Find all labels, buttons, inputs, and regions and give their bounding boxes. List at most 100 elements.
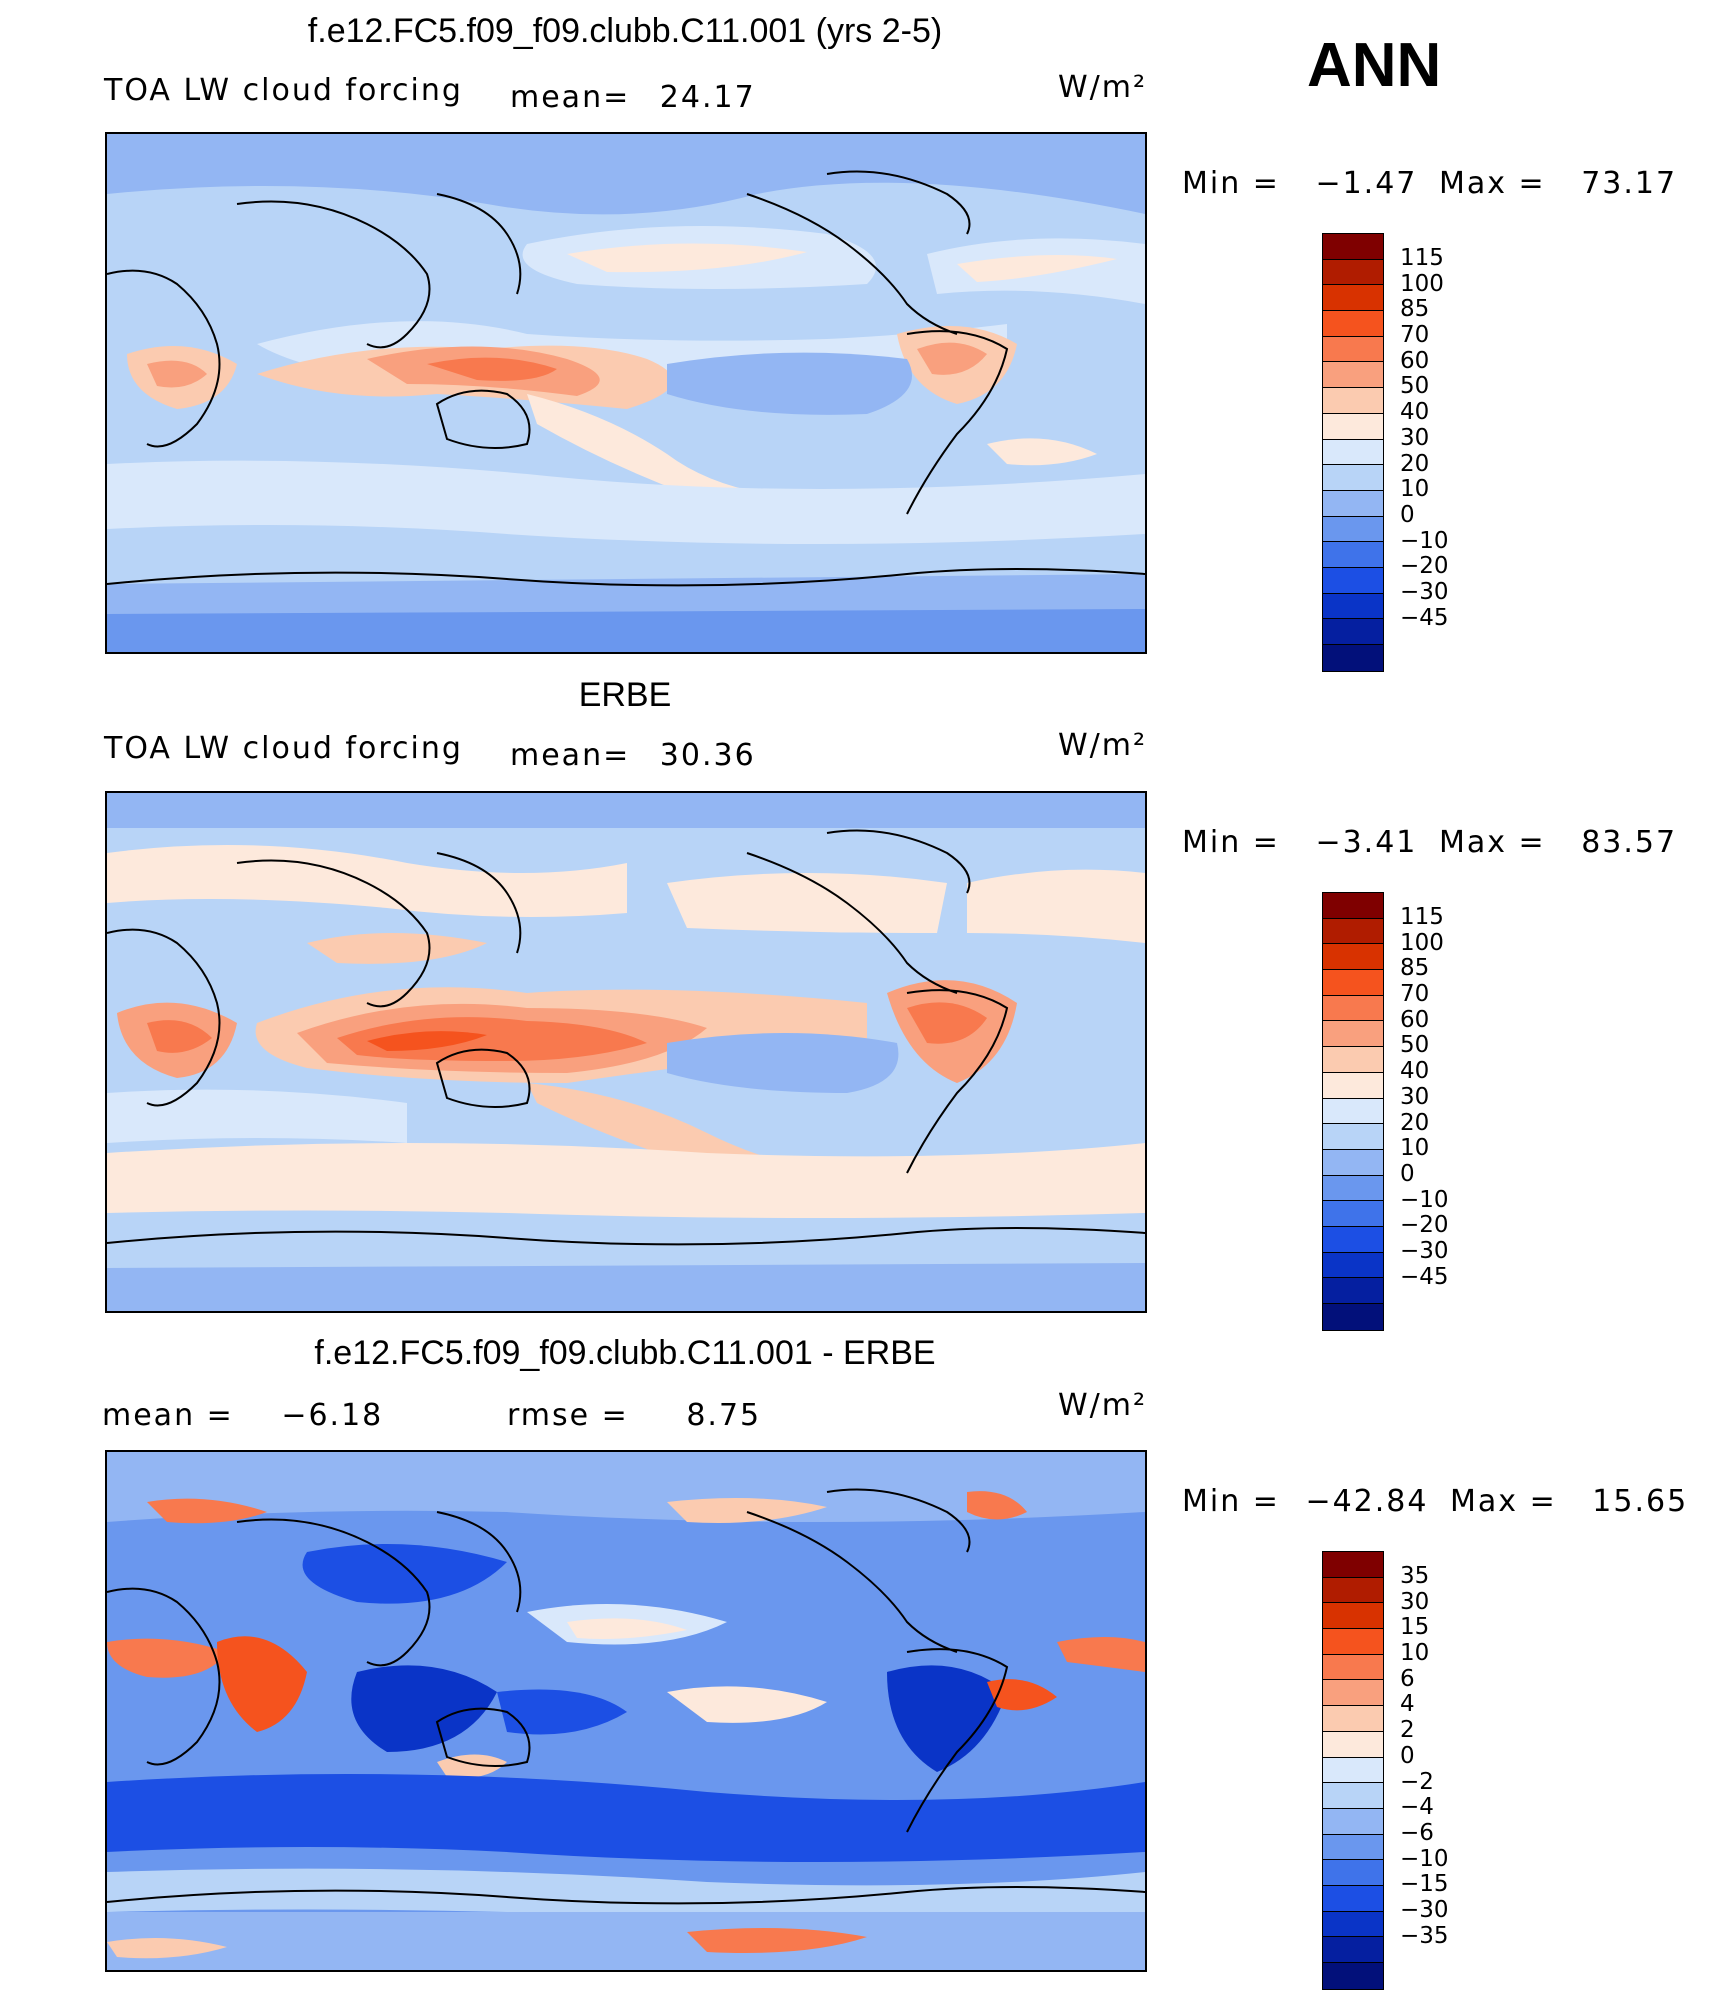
panel-3-map (105, 1450, 1147, 1972)
panel-3-mean-label: mean = (102, 1398, 234, 1433)
colorbar-segment (1323, 516, 1383, 543)
colorbar-tick-label: −35 (1400, 1922, 1449, 1949)
colorbar-segment (1323, 1731, 1383, 1758)
colorbar-tick-label: 10 (1400, 1135, 1430, 1162)
colorbar-segment (1323, 311, 1383, 337)
colorbar-tick-label: 0 (1400, 1742, 1415, 1769)
panel-1-mean-label: mean= (510, 80, 631, 115)
panel-1-map-field (107, 134, 1145, 652)
colorbar-segment (1323, 1860, 1383, 1886)
colorbar-segment (1323, 234, 1383, 260)
colorbar-segment (1323, 1201, 1383, 1227)
colorbar-tick-label: 100 (1400, 929, 1444, 956)
colorbar-tick-label: 10 (1400, 476, 1430, 503)
colorbar-segment (1323, 1047, 1383, 1073)
colorbar-segment (1323, 970, 1383, 996)
panel-1-colorbar (1322, 233, 1384, 672)
colorbar-tick-label: 40 (1400, 1058, 1430, 1085)
colorbar-segment (1323, 465, 1383, 491)
colorbar-segment (1323, 918, 1383, 945)
panel-2-min-value: −3.41 (1315, 825, 1418, 860)
panel-2-max-label: Max = (1438, 825, 1546, 860)
colorbar-segment (1323, 1757, 1383, 1784)
colorbar-tick-label: 70 (1400, 322, 1430, 349)
colorbar-segment (1323, 413, 1383, 440)
colorbar-tick-label: 30 (1400, 1588, 1430, 1615)
panel-1-max-label: Max = (1438, 166, 1546, 201)
colorbar-tick-label: −6 (1400, 1819, 1434, 1846)
panel-2-map (105, 791, 1147, 1313)
colorbar-segment (1323, 567, 1383, 594)
colorbar-segment (1323, 1149, 1383, 1176)
colorbar-tick-label: −10 (1400, 1845, 1449, 1872)
colorbar-tick-label: −10 (1400, 1186, 1449, 1213)
panel-2-map-field (107, 793, 1145, 1311)
colorbar-tick-label: −45 (1400, 604, 1449, 631)
colorbar-segment (1323, 285, 1383, 312)
colorbar-tick-label: 115 (1400, 904, 1444, 930)
panel-3-max-label: Max = (1450, 1484, 1557, 1519)
colorbar-segment (1323, 1226, 1383, 1253)
colorbar-tick-label: 70 (1400, 981, 1430, 1008)
colorbar-tick-label: −45 (1400, 1263, 1449, 1290)
colorbar-tick-label: 20 (1400, 450, 1430, 477)
panel-3-max-value: 15.65 (1592, 1484, 1689, 1519)
panel-2-title: ERBE (578, 676, 672, 714)
colorbar-segment (1323, 336, 1383, 363)
panel-2-colorbar-ticks: 115 100 85 70 60 50 40 30 20 10 0 −10 −20 −30 −45 (1400, 904, 1449, 1290)
panel-1-title: f.e12.FC5.f09_f09.clubb.C11.001 (yrs 2-5… (307, 12, 943, 50)
colorbar-tick-label: 40 (1400, 399, 1430, 426)
colorbar-segment (1323, 1808, 1383, 1835)
colorbar-segment (1323, 1304, 1383, 1330)
panel-1-min-value: −1.47 (1315, 166, 1418, 201)
colorbar-segment (1323, 259, 1383, 286)
panel-2-units: W/m² (1058, 728, 1148, 763)
colorbar-tick-label: 60 (1400, 347, 1430, 374)
colorbar-segment (1323, 893, 1383, 919)
colorbar-segment (1323, 1175, 1383, 1202)
colorbar-segment (1323, 1937, 1383, 1963)
panel-1-mean: mean= 24.17 (510, 80, 756, 115)
colorbar-tick-label: 30 (1400, 424, 1430, 451)
colorbar-tick-label: −20 (1400, 553, 1449, 580)
colorbar-segment (1323, 1603, 1383, 1630)
colorbar-segment (1323, 645, 1383, 671)
colorbar-tick-label: 10 (1400, 1640, 1430, 1667)
colorbar-segment (1323, 388, 1383, 414)
panel-3-mean-value: −6.18 (281, 1398, 384, 1433)
colorbar-segment (1323, 1098, 1383, 1125)
colorbar-segment (1323, 1654, 1383, 1681)
panel-3-min-value: −42.84 (1305, 1484, 1429, 1519)
panel-3-units: W/m² (1058, 1388, 1148, 1423)
panel-2-min-label: Min = (1182, 825, 1280, 860)
colorbar-segment (1323, 1706, 1383, 1732)
colorbar-tick-label: −4 (1400, 1794, 1434, 1821)
colorbar-tick-label: 100 (1400, 270, 1444, 297)
panel-1-minmax: Min = −1.47 Max = 73.17 (1182, 166, 1677, 201)
colorbar-segment (1323, 542, 1383, 568)
panel-3-rmse: rmse = 8.75 (507, 1398, 761, 1433)
colorbar-tick-label: 50 (1400, 373, 1430, 400)
colorbar-segment (1323, 1783, 1383, 1809)
panel-3-rmse-value: 8.75 (686, 1398, 762, 1433)
colorbar-tick-label: −15 (1400, 1871, 1449, 1898)
colorbar-tick-label: −30 (1400, 1237, 1449, 1264)
colorbar-segment (1323, 1552, 1383, 1578)
panel-3-mean: mean = −6.18 (102, 1398, 383, 1433)
colorbar-segment (1323, 995, 1383, 1022)
panel-3-map-field (107, 1452, 1145, 1970)
colorbar-segment (1323, 1911, 1383, 1938)
panel-2-max-value: 83.57 (1581, 825, 1678, 860)
panel-1-mean-value: 24.17 (659, 80, 756, 115)
colorbar-segment (1323, 1124, 1383, 1150)
colorbar-segment (1323, 619, 1383, 645)
colorbar-tick-label: 6 (1400, 1665, 1415, 1692)
colorbar-tick-label: 35 (1400, 1563, 1430, 1589)
colorbar-segment (1323, 1680, 1383, 1707)
season-label: ANN (1307, 31, 1442, 100)
panel-1-units: W/m² (1058, 70, 1148, 105)
colorbar-segment (1323, 944, 1383, 971)
colorbar-segment (1323, 1577, 1383, 1604)
colorbar-tick-label: 0 (1400, 1160, 1415, 1187)
colorbar-tick-label: 0 (1400, 501, 1415, 528)
